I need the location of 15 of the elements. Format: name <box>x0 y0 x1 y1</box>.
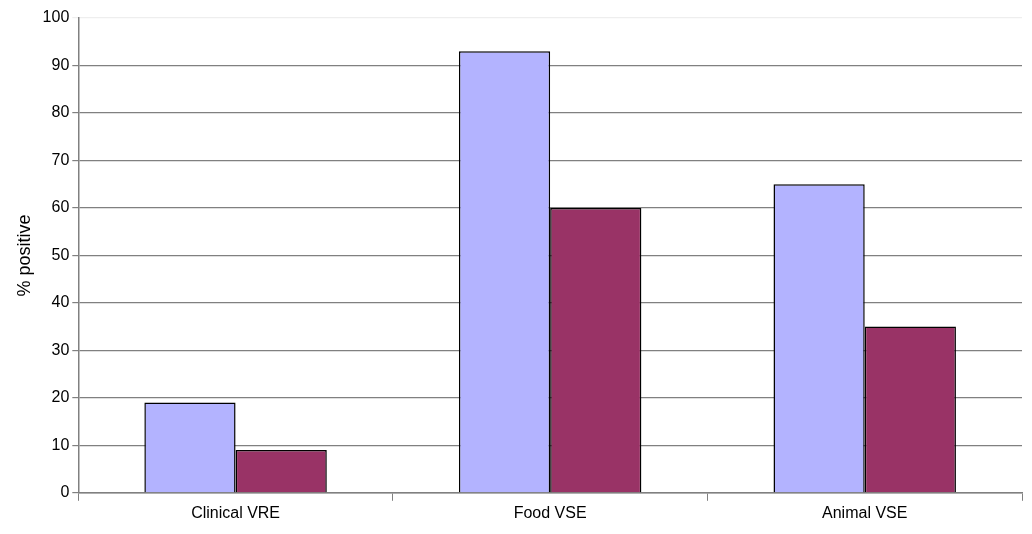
x-tick-label: Clinical VRE <box>191 503 281 521</box>
y-tick-label: 60 <box>51 198 70 216</box>
y-tick-label: 0 <box>60 483 70 501</box>
y-tick-label: 40 <box>51 293 70 311</box>
y-tick-label: 10 <box>51 435 70 453</box>
y-axis-title: % positive <box>13 214 34 297</box>
y-tick-label: 100 <box>42 8 70 26</box>
x-tick-label: Animal VSE <box>822 503 908 521</box>
y-tick-label: 70 <box>51 150 70 168</box>
y-tick-label: 90 <box>51 55 70 73</box>
y-tick-label: 80 <box>51 103 70 121</box>
y-tick-label: 50 <box>51 245 70 263</box>
x-tick-label: Food VSE <box>513 503 587 521</box>
y-tick-label: 30 <box>51 340 70 358</box>
y-tick-label: 20 <box>51 388 70 406</box>
